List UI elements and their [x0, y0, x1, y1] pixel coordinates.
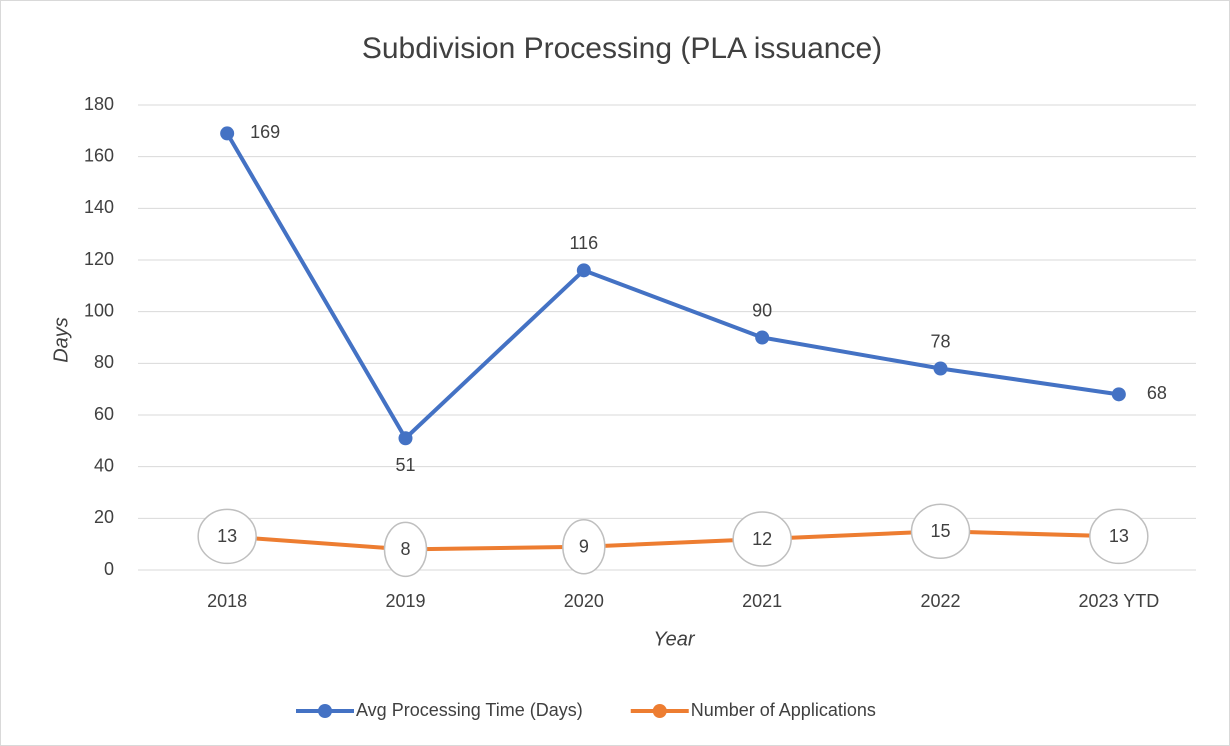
data-label: 12: [752, 529, 772, 549]
data-point: [933, 361, 948, 376]
x-tick-label: 2019: [385, 591, 425, 611]
y-tick-label: 180: [84, 94, 114, 114]
legend-marker: [318, 704, 332, 718]
x-axis-title: Year: [653, 628, 695, 650]
y-tick-label: 0: [104, 559, 114, 579]
x-tick-label: 2022: [920, 591, 960, 611]
series-line: [225, 132, 1120, 441]
legend-label: Number of Applications: [691, 700, 876, 720]
chart-title: Subdivision Processing (PLA issuance): [362, 32, 882, 65]
y-tick-label: 120: [84, 249, 114, 269]
data-point: [1111, 387, 1126, 402]
y-tick-label: 100: [84, 300, 114, 320]
legend-marker: [652, 704, 667, 718]
x-tick-label: 2021: [742, 591, 782, 611]
data-point: [755, 330, 770, 345]
y-tick-label: 20: [94, 507, 114, 527]
data-label-bubble: [197, 508, 257, 565]
y-tick-label: 60: [94, 404, 114, 424]
x-tick-label: 2018: [207, 591, 247, 611]
data-point: [576, 263, 591, 278]
legend-label: Avg Processing Time (Days): [356, 700, 583, 720]
x-tick-label: 2020: [564, 591, 604, 611]
data-point: [398, 431, 413, 446]
y-tick-label: 140: [84, 197, 114, 217]
data-point: [220, 126, 235, 141]
data-label: 78: [930, 331, 950, 351]
data-label: 68: [1147, 383, 1167, 403]
data-label: 15: [930, 521, 950, 541]
data-label: 116: [569, 233, 598, 253]
data-label: 13: [217, 526, 237, 546]
data-label: 51: [395, 455, 415, 475]
data-label-bubble: [732, 511, 792, 567]
y-axis-title: Days: [50, 317, 72, 363]
data-label: 9: [579, 537, 589, 557]
data-label-bubble: [910, 503, 971, 559]
data-label-bubble: [562, 519, 606, 575]
data-label: 8: [400, 539, 410, 559]
data-label: 13: [1109, 526, 1129, 546]
data-label: 90: [752, 300, 772, 320]
data-label: 169: [250, 122, 280, 142]
data-label-bubble: [1089, 508, 1149, 565]
y-tick-label: 160: [84, 145, 114, 165]
y-tick-label: 40: [94, 455, 114, 475]
data-label-bubble: [383, 521, 428, 578]
x-tick-label: 2023 YTD: [1078, 591, 1159, 611]
y-tick-label: 80: [94, 352, 114, 372]
